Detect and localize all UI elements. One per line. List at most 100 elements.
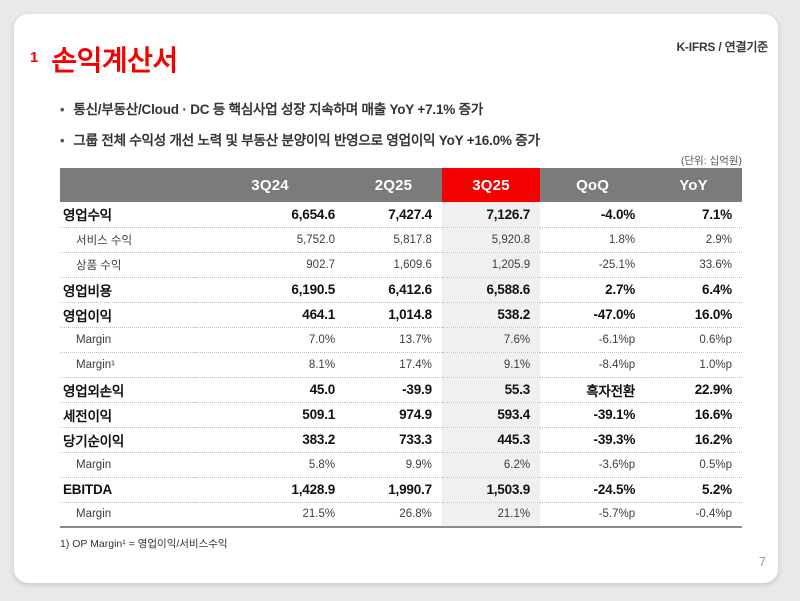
slide-title-row: 1 손익계산서 — [30, 45, 178, 77]
cell-3Q24: 7.0% — [195, 327, 346, 353]
cell-QoQ: -39.3% — [540, 427, 646, 453]
table-row: 상품 수익 902.7 1,609.6 1,205.9 -25.1% 33.6% — [60, 252, 742, 278]
summary-bullet-text: 그룹 전체 수익성 개선 노력 및 부동산 분양이익 반영으로 영업이익 YoY… — [73, 133, 540, 148]
cell-3Q25: 6.2% — [441, 452, 541, 478]
cell-QoQ: 2.7% — [540, 277, 646, 303]
table-body: 영업수익 6,654.6 7,427.4 7,126.7 -4.0% 7.1% 서비스 수익… — [60, 202, 742, 528]
cell-YoY: 16.0% — [645, 302, 742, 328]
cell-YoY: 0.6%p — [645, 327, 742, 353]
cell-3Q25: 55.3 — [441, 377, 541, 403]
column-header-row-label — [60, 168, 196, 202]
cell-2Q25: 17.4% — [345, 352, 442, 378]
cell-YoY: 1.0%p — [645, 352, 742, 378]
cell-QoQ: -25.1% — [540, 252, 646, 278]
row-label: 영업이익 — [60, 302, 196, 328]
cell-YoY: 6.4% — [645, 277, 742, 303]
row-label: Margin — [60, 452, 196, 478]
cell-3Q24: 464.1 — [195, 302, 346, 328]
income-statement-table: 3Q24 2Q25 3Q25 QoQ YoY 영업수익 6,654.6 7,427.4 7,1… — [60, 168, 742, 528]
table-row: Margin 7.0% 13.7% 7.6% -6.1%p 0.6%p — [60, 327, 742, 353]
cell-QoQ: -24.5% — [540, 477, 646, 503]
summary-bullet-item: • 그룹 전체 수익성 개선 노력 및 부동산 분양이익 반영으로 영업이익 Y… — [60, 129, 540, 149]
cell-YoY: 16.6% — [645, 402, 742, 428]
table-row: EBITDA 1,428.9 1,990.7 1,503.9 -24.5% 5.2% — [60, 477, 742, 503]
cell-3Q24: 902.7 — [195, 252, 346, 278]
cell-2Q25: 9.9% — [345, 452, 442, 478]
cell-3Q25: 5,920.8 — [441, 227, 541, 253]
row-label: 영업수익 — [60, 202, 196, 228]
table-row: Margin 21.5% 26.8% 21.1% -5.7%p -0.4%p — [60, 502, 742, 528]
table-row: 영업외손익 45.0 -39.9 55.3 흑자전환 22.9% — [60, 377, 742, 403]
row-label: Margin — [60, 327, 196, 353]
cell-3Q25: 7,126.7 — [441, 202, 541, 228]
cell-3Q25: 6,588.6 — [441, 277, 541, 303]
table-header: 3Q24 2Q25 3Q25 QoQ YoY — [60, 168, 742, 202]
cell-3Q24: 5.8% — [195, 452, 346, 478]
row-label: 세전이익 — [60, 402, 196, 428]
footnote: 1) OP Margin¹ = 영업이익/서비스수익 — [60, 538, 228, 550]
cell-QoQ: -4.0% — [540, 202, 646, 228]
table-row: 서비스 수익 5,752.0 5,817.8 5,920.8 1.8% 2.9% — [60, 227, 742, 253]
cell-QoQ: 1.8% — [540, 227, 646, 253]
bullet-dot-icon: • — [60, 102, 65, 117]
page-number: 7 — [758, 554, 766, 569]
table-unit-label: (단위: 십억원) — [680, 155, 742, 167]
slide-card: K-IFRS / 연결기준 1 손익계산서 • 통신/부동산/Cloud · D… — [14, 14, 778, 583]
table-row: 당기순이익 383.2 733.3 445.3 -39.3% 16.2% — [60, 427, 742, 453]
cell-YoY: -0.4%p — [645, 502, 742, 528]
cell-2Q25: -39.9 — [345, 377, 442, 403]
cell-QoQ: -5.7%p — [540, 502, 646, 528]
cell-YoY: 33.6% — [645, 252, 742, 278]
cell-YoY: 5.2% — [645, 477, 742, 503]
cell-3Q25: 21.1% — [441, 502, 541, 528]
cell-3Q24: 6,654.6 — [195, 202, 346, 228]
cell-3Q24: 1,428.9 — [195, 477, 346, 503]
cell-QoQ: -8.4%p — [540, 352, 646, 378]
row-label: EBITDA — [60, 477, 196, 503]
column-header-QoQ: QoQ — [540, 168, 646, 202]
page-title: 손익계산서 — [51, 45, 178, 76]
accounting-standard-label: K-IFRS / 연결기준 — [676, 40, 768, 54]
cell-QoQ: -47.0% — [540, 302, 646, 328]
cell-2Q25: 7,427.4 — [345, 202, 442, 228]
summary-bullet-text: 통신/부동산/Cloud · DC 등 핵심사업 성장 지속하며 매출 YoY … — [73, 102, 484, 117]
column-header-YoY: YoY — [645, 168, 742, 202]
cell-3Q25: 593.4 — [441, 402, 541, 428]
cell-QoQ: 흑자전환 — [540, 377, 646, 403]
summary-bullet-list: • 통신/부동산/Cloud · DC 등 핵심사업 성장 지속하며 매출 Yo… — [60, 98, 540, 160]
cell-2Q25: 1,990.7 — [345, 477, 442, 503]
table-row: 영업수익 6,654.6 7,427.4 7,126.7 -4.0% 7.1% — [60, 202, 742, 228]
cell-YoY: 22.9% — [645, 377, 742, 403]
table-row: Margin¹ 8.1% 17.4% 9.1% -8.4%p 1.0%p — [60, 352, 742, 378]
cell-3Q24: 6,190.5 — [195, 277, 346, 303]
table-header-row: 3Q24 2Q25 3Q25 QoQ YoY — [60, 168, 742, 202]
table-row: Margin 5.8% 9.9% 6.2% -3.6%p 0.5%p — [60, 452, 742, 478]
cell-QoQ: -39.1% — [540, 402, 646, 428]
cell-2Q25: 1,609.6 — [345, 252, 442, 278]
cell-2Q25: 1,014.8 — [345, 302, 442, 328]
table-row: 영업비용 6,190.5 6,412.6 6,588.6 2.7% 6.4% — [60, 277, 742, 303]
row-label: 상품 수익 — [60, 252, 196, 278]
cell-3Q24: 45.0 — [195, 377, 346, 403]
cell-3Q25: 538.2 — [441, 302, 541, 328]
cell-3Q24: 509.1 — [195, 402, 346, 428]
row-label: 당기순이익 — [60, 427, 196, 453]
column-header-3Q24: 3Q24 — [195, 168, 346, 202]
cell-2Q25: 974.9 — [345, 402, 442, 428]
cell-2Q25: 26.8% — [345, 502, 442, 528]
cell-QoQ: -3.6%p — [540, 452, 646, 478]
row-label: Margin¹ — [60, 352, 196, 378]
cell-3Q24: 383.2 — [195, 427, 346, 453]
cell-3Q24: 21.5% — [195, 502, 346, 528]
column-header-2Q25: 2Q25 — [345, 168, 442, 202]
cell-3Q24: 5,752.0 — [195, 227, 346, 253]
cell-YoY: 0.5%p — [645, 452, 742, 478]
cell-YoY: 7.1% — [645, 202, 742, 228]
slide-title-number: 1 — [30, 49, 39, 66]
cell-QoQ: -6.1%p — [540, 327, 646, 353]
table-row: 세전이익 509.1 974.9 593.4 -39.1% 16.6% — [60, 402, 742, 428]
cell-3Q24: 8.1% — [195, 352, 346, 378]
cell-2Q25: 5,817.8 — [345, 227, 442, 253]
cell-3Q25: 1,205.9 — [441, 252, 541, 278]
cell-3Q25: 9.1% — [441, 352, 541, 378]
